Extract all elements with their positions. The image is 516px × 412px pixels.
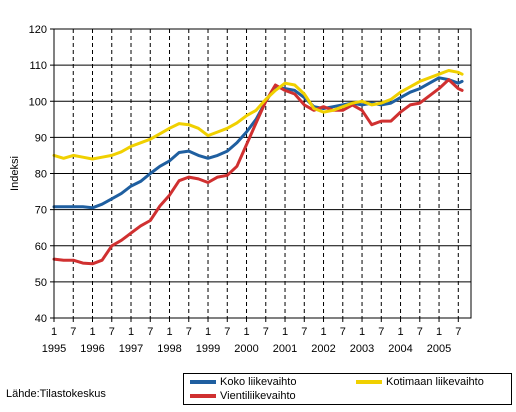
y-tick-label: 70 (35, 205, 47, 217)
series-lines (52, 69, 464, 266)
legend-swatch-kotimaan (356, 380, 382, 385)
x-tick-label: 7 (417, 326, 423, 338)
y-tick-label: 80 (35, 169, 47, 181)
x-year-label: 2004 (388, 343, 412, 355)
x-tick-label: 1 (320, 326, 326, 338)
x-tick-label: 1 (205, 326, 211, 338)
x-tick-label: 1 (359, 326, 365, 338)
x-year-label: 2002 (311, 343, 335, 355)
legend: Koko liikevaihto Kotimaan liikevaihto Vi… (183, 373, 512, 405)
y-tick-label: 90 (35, 132, 47, 144)
x-tick-label: 7 (378, 326, 384, 338)
x-tick-label: 1 (282, 326, 288, 338)
x-tick-label: 1 (128, 326, 134, 338)
x-tick-label: 7 (109, 326, 115, 338)
x-tick-label: 1 (243, 326, 249, 338)
series-line-3 (52, 69, 464, 161)
x-tick-label: 1 (51, 326, 57, 338)
x-year-label: 1998 (157, 343, 181, 355)
legend-label-koko: Koko liikevaihto (220, 376, 297, 388)
y-tick-label: 110 (29, 60, 47, 72)
x-tick-label: 1 (436, 326, 442, 338)
x-tick-label: 7 (263, 326, 269, 338)
legend-label-kotimaan: Kotimaan liikevaihto (386, 376, 484, 388)
legend-item-koko: Koko liikevaihto (190, 376, 296, 388)
y-axis-ticks: 40 50 60 70 80 90 100 110 120 (29, 24, 54, 325)
grid (54, 29, 471, 318)
x-tick-label: 1 (166, 326, 172, 338)
x-year-label: 1995 (42, 343, 66, 355)
x-year-label: 1997 (119, 343, 143, 355)
y-tick-label: 100 (29, 96, 47, 108)
x-tick-label: 7 (70, 326, 76, 338)
x-tick-label: 7 (340, 326, 346, 338)
series-line-2 (52, 78, 464, 266)
legend-swatch-koko (190, 380, 216, 385)
x-year-label: 1999 (196, 343, 220, 355)
y-tick-label: 120 (29, 24, 47, 36)
legend-label-vienti: Vientiliikevaihto (220, 390, 296, 402)
x-tick-label: 7 (455, 326, 461, 338)
source-note: Lähde:Tilastokeskus (6, 388, 106, 400)
y-tick-label: 60 (35, 241, 47, 253)
x-year-label: 1996 (80, 343, 104, 355)
legend-item-kotimaan: Kotimaan liikevaihto (356, 376, 484, 388)
x-tick-label: 7 (301, 326, 307, 338)
y-axis-label: Indeksi (9, 156, 21, 191)
x-year-label: 2001 (273, 343, 297, 355)
x-tick-label: 7 (147, 326, 153, 338)
x-year-label: 2005 (427, 343, 451, 355)
x-year-label: 2003 (350, 343, 374, 355)
x-tick-label: 7 (186, 326, 192, 338)
y-tick-label: 50 (35, 277, 47, 289)
x-tick-label: 1 (397, 326, 403, 338)
y-tick-label: 40 (35, 313, 47, 325)
x-tick-label: 1 (89, 326, 95, 338)
legend-item-vienti: Vientiliikevaihto (190, 390, 296, 402)
x-tick-label: 7 (224, 326, 230, 338)
x-year-label: 2000 (234, 343, 258, 355)
legend-swatch-vienti (190, 394, 216, 399)
x-axis-ticks: 1 7 1 7 1 7 1 7 1 7 1 7 1 7 1 7 1 7 1 7 1 7 1995 1996 1997 1998 19… (42, 318, 461, 355)
